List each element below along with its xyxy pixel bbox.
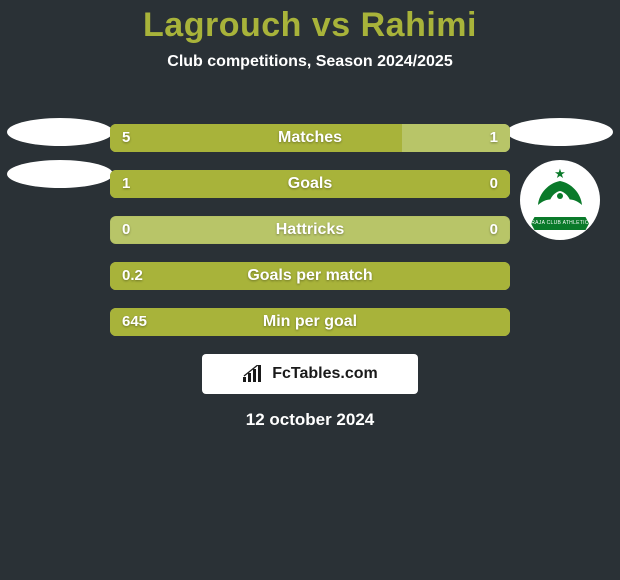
stat-row: 645Min per goal [110, 308, 510, 336]
right-player-badges: ★RAJA CLUB ATHLETIC [500, 118, 620, 240]
crest-ribbon-text: RAJA CLUB ATHLETIC [531, 217, 589, 230]
page-subtitle: Club competitions, Season 2024/2025 [0, 53, 620, 71]
left-player-badges [0, 118, 120, 188]
page-title: Lagrouch vs Rahimi [0, 0, 620, 45]
chart-icon [242, 365, 266, 383]
raja-crest-icon: ★RAJA CLUB ATHLETIC [530, 170, 590, 230]
stat-label: Hattricks [110, 216, 510, 244]
snapshot-date: 12 october 2024 [0, 410, 620, 430]
stat-label: Goals [110, 170, 510, 198]
club-badge: ★RAJA CLUB ATHLETIC [520, 160, 600, 240]
club-badge-placeholder [7, 160, 113, 188]
stat-bars: 51Matches 10Goals 00Hattricks 0.2Goals per … [110, 124, 510, 336]
stat-row: 10Goals [110, 170, 510, 198]
stat-row: 51Matches [110, 124, 510, 152]
stat-label: Matches [110, 124, 510, 152]
club-badge-placeholder [507, 118, 613, 146]
club-badge-placeholder [7, 118, 113, 146]
attribution-text: FcTables.com [272, 365, 378, 383]
stat-label: Goals per match [110, 262, 510, 290]
stat-row: 0.2Goals per match [110, 262, 510, 290]
comparison-infographic: Lagrouch vs Rahimi Club competitions, Se… [0, 0, 620, 580]
stat-row: 00Hattricks [110, 216, 510, 244]
stat-label: Min per goal [110, 308, 510, 336]
attribution-badge: FcTables.com [202, 354, 418, 394]
